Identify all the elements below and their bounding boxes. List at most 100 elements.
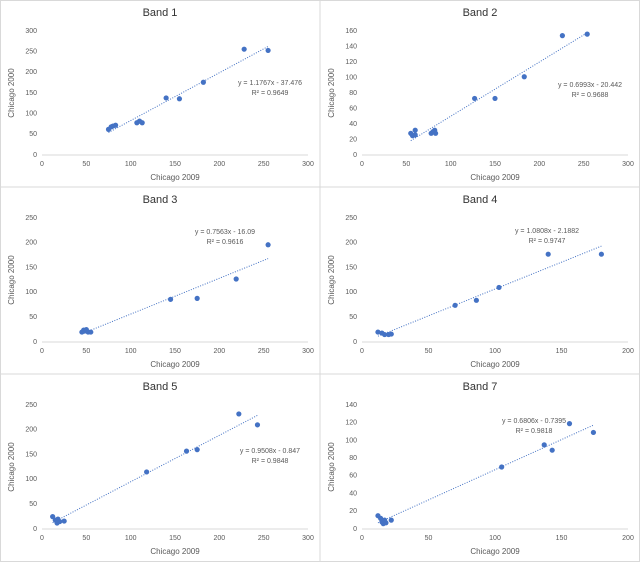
point [584, 31, 590, 37]
y-tick-label: 150 [25, 451, 37, 458]
point [559, 33, 565, 39]
point [452, 302, 458, 308]
x-axis-title: Chicago 2009 [470, 360, 520, 369]
y-tick-label: 20 [349, 136, 357, 143]
point [432, 130, 439, 136]
trendline [52, 414, 258, 524]
point [541, 442, 547, 448]
point [388, 331, 394, 337]
x-tick-label: 200 [213, 535, 225, 542]
chart-title: Band 3 [143, 194, 178, 206]
point [388, 517, 394, 523]
x-tick-label: 100 [125, 535, 137, 542]
point [88, 329, 94, 335]
trendline-label: R² = 0.9649 [252, 90, 289, 97]
y-tick-label: 50 [29, 314, 37, 321]
x-axis-title: Chicago 2009 [470, 173, 520, 182]
y-axis-title: Chicago 2000 [7, 255, 16, 305]
x-axis-title: Chicago 2009 [150, 173, 200, 182]
y-tick-label: 100 [345, 289, 357, 296]
x-axis-title: Chicago 2009 [470, 547, 520, 556]
point [57, 518, 63, 525]
y-tick-label: 0 [33, 526, 37, 533]
point [183, 448, 190, 454]
x-tick-label: 0 [40, 348, 44, 355]
y-tick-label: 150 [25, 264, 37, 271]
chart-panel: Band 1 0 50 100 150 200 250 300 0 50 100 150 200 250 3… [7, 7, 314, 182]
y-tick-label: 200 [25, 69, 37, 76]
x-axis-title: Chicago 2009 [150, 547, 200, 556]
y-tick-label: 100 [345, 74, 357, 81]
x-tick-label: 50 [82, 535, 90, 542]
y-axis-title: Chicago 2000 [7, 442, 16, 492]
x-tick-label: 100 [489, 348, 501, 355]
point [521, 74, 527, 80]
chart-panel: Band 2 0 50 100 150 200 250 300 0 20 40 60 80 100 120 1… [327, 7, 634, 182]
y-tick-label: 50 [29, 131, 37, 138]
x-tick-label: 50 [425, 535, 433, 542]
y-tick-label: 50 [29, 501, 37, 508]
point [61, 518, 67, 524]
chart-title: Band 2 [463, 7, 498, 19]
x-tick-label: 150 [169, 348, 181, 355]
chart-title: Band 5 [143, 381, 178, 393]
y-tick-label: 40 [349, 490, 357, 497]
y-tick-label: 0 [33, 152, 37, 159]
trendline-label: y = 0.7563x - 16.09 [195, 229, 255, 236]
y-tick-label: 140 [345, 43, 357, 50]
trendline [108, 46, 269, 133]
point [176, 96, 183, 102]
chart-panel: Band 4 0 50 100 150 200 0 50 100 150 200 250 Chicago… [327, 194, 634, 369]
x-tick-label: 250 [258, 161, 270, 168]
x-tick-label: 200 [622, 535, 634, 542]
y-axis-title: Chicago 2000 [327, 68, 336, 118]
trendline-label: R² = 0.9747 [529, 238, 566, 245]
x-tick-label: 50 [82, 348, 90, 355]
y-tick-label: 20 [349, 508, 357, 515]
y-tick-label: 0 [353, 526, 357, 533]
x-tick-label: 300 [302, 161, 314, 168]
x-tick-label: 200 [622, 348, 634, 355]
x-tick-label: 100 [125, 348, 137, 355]
point [200, 79, 206, 85]
x-tick-label: 100 [489, 535, 501, 542]
chart-panel: Band 5 0 50 100 150 200 250 300 0 50 100 150 200 250 C… [7, 381, 314, 556]
y-tick-label: 80 [349, 90, 357, 97]
y-tick-label: 250 [25, 402, 37, 409]
point [598, 251, 604, 257]
trendline-label: y = 1.1767x - 37.476 [238, 80, 302, 87]
y-tick-label: 0 [353, 152, 357, 159]
point [265, 242, 271, 248]
trendline [377, 245, 602, 337]
x-tick-label: 300 [302, 535, 314, 542]
x-tick-label: 150 [556, 348, 568, 355]
point [590, 429, 597, 436]
y-tick-label: 50 [349, 314, 357, 321]
y-tick-label: 0 [33, 339, 37, 346]
point [167, 296, 174, 302]
y-axis-title: Chicago 2000 [7, 68, 16, 118]
point [549, 447, 555, 453]
y-tick-label: 100 [345, 437, 357, 444]
y-tick-label: 120 [345, 420, 357, 427]
x-tick-label: 100 [445, 161, 457, 168]
y-tick-label: 250 [345, 215, 357, 222]
point [254, 422, 261, 428]
trendline [410, 32, 588, 142]
point [233, 276, 239, 282]
point [383, 520, 389, 526]
point [194, 295, 200, 301]
x-tick-label: 0 [360, 535, 364, 542]
x-tick-label: 50 [402, 161, 410, 168]
y-tick-label: 100 [25, 289, 37, 296]
y-tick-label: 200 [25, 240, 37, 247]
x-tick-label: 0 [360, 161, 364, 168]
y-tick-label: 200 [345, 240, 357, 247]
y-tick-label: 0 [353, 339, 357, 346]
x-tick-label: 0 [40, 161, 44, 168]
point [472, 95, 478, 102]
point [112, 122, 119, 128]
point [241, 46, 247, 52]
trendline-label: y = 0.9508x - 0.847 [240, 448, 300, 455]
chart-title: Band 1 [143, 7, 178, 19]
